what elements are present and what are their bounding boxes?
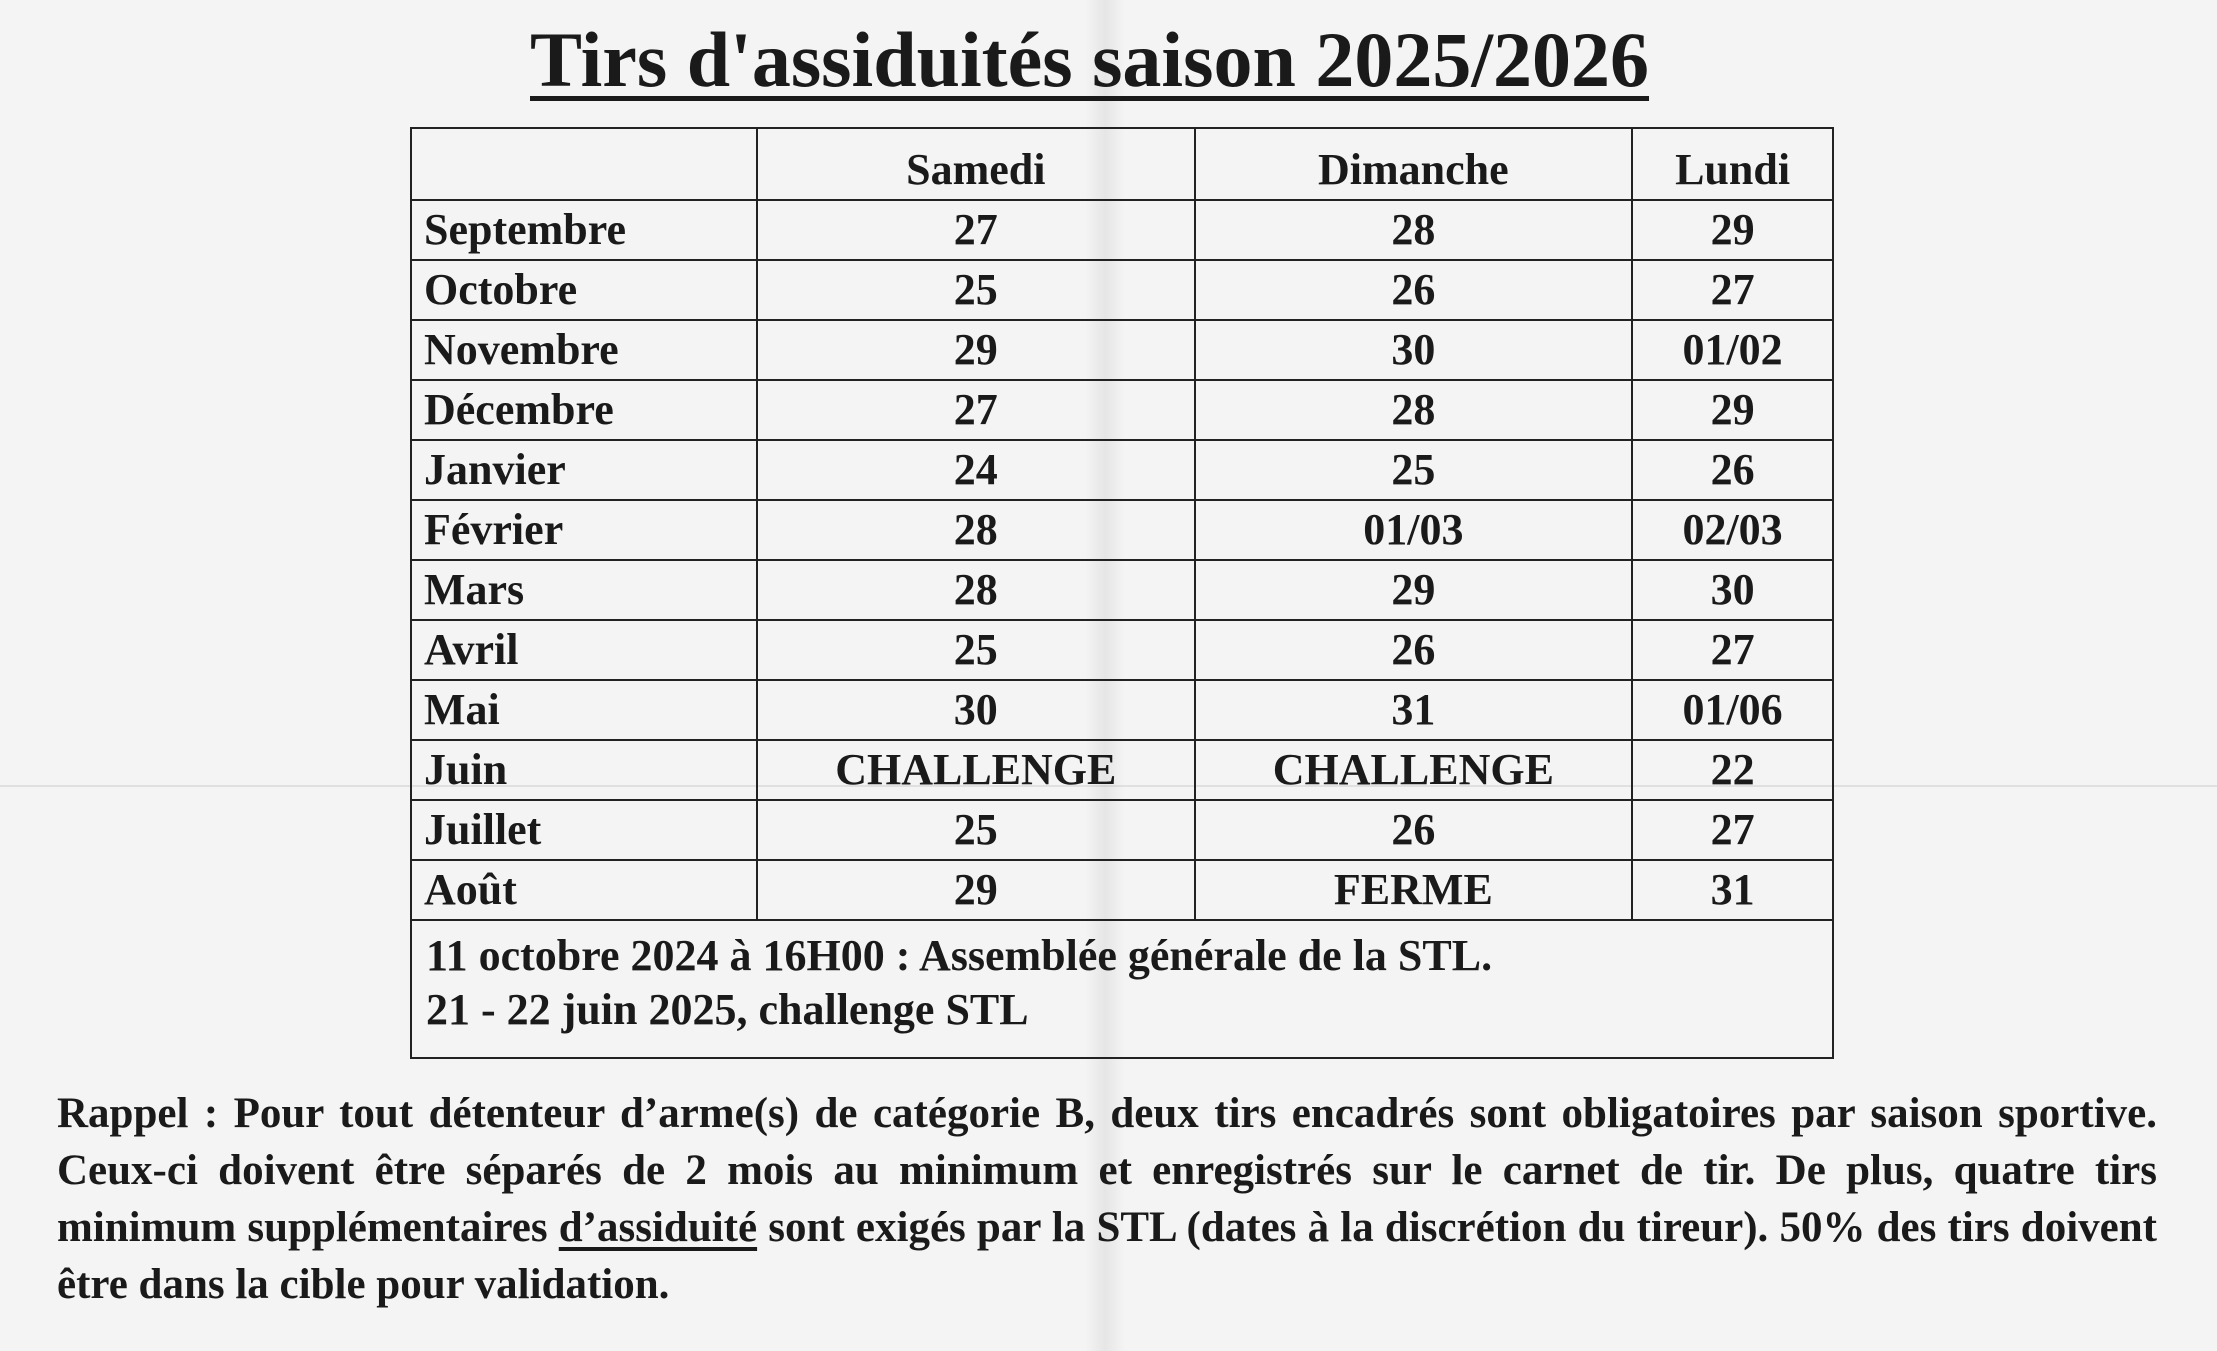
table-row: Août 29 FERME 31 xyxy=(410,859,1834,921)
cell-dimanche: 29 xyxy=(1193,559,1634,621)
cell-month: Juin xyxy=(410,739,758,801)
cell-samedi: CHALLENGE xyxy=(756,739,1196,801)
cell-samedi: 27 xyxy=(756,199,1196,261)
cell-lundi: 01/02 xyxy=(1631,319,1834,381)
cell-dimanche: 26 xyxy=(1193,799,1634,861)
cell-dimanche: FERME xyxy=(1193,859,1634,921)
cell-dimanche: 28 xyxy=(1193,379,1634,441)
cell-samedi: 29 xyxy=(756,319,1196,381)
cell-month: Octobre xyxy=(410,259,758,321)
cell-lundi: 30 xyxy=(1631,559,1834,621)
table-row: Avril 25 26 27 xyxy=(410,619,1834,681)
table-row: Juillet 25 26 27 xyxy=(410,799,1834,861)
table-row: Septembre 27 28 29 xyxy=(410,199,1834,261)
cell-samedi: 24 xyxy=(756,439,1196,501)
cell-month: Mai xyxy=(410,679,758,741)
cell-samedi: 27 xyxy=(756,379,1196,441)
table-row: Mai 30 31 01/06 xyxy=(410,679,1834,741)
cell-lundi: 01/06 xyxy=(1631,679,1834,741)
cell-lundi: 26 xyxy=(1631,439,1834,501)
cell-month: Juillet xyxy=(410,799,758,861)
note-challenge: 21 - 22 juin 2025, challenge STL xyxy=(426,985,1029,1034)
notes-cell: 11 octobre 2024 à 16H00 : Assemblée géné… xyxy=(410,919,1834,1059)
cell-lundi: 02/03 xyxy=(1631,499,1834,561)
cell-lundi: 29 xyxy=(1631,199,1834,261)
note-assemblee: 11 octobre 2024 à 16H00 : Assemblée géné… xyxy=(426,931,1493,980)
cell-samedi: 25 xyxy=(756,799,1196,861)
cell-lundi: 29 xyxy=(1631,379,1834,441)
cell-month: Août xyxy=(410,859,758,921)
header-dimanche: Dimanche xyxy=(1193,127,1634,201)
cell-samedi: 25 xyxy=(756,619,1196,681)
cell-dimanche: CHALLENGE xyxy=(1193,739,1634,801)
cell-lundi: 27 xyxy=(1631,799,1834,861)
cell-dimanche: 30 xyxy=(1193,319,1634,381)
rappel-text-end: sont exigés par la STL (dates à la discr… xyxy=(57,1204,2157,1308)
cell-dimanche: 26 xyxy=(1193,619,1634,681)
cell-dimanche: 26 xyxy=(1193,259,1634,321)
cell-samedi: 29 xyxy=(756,859,1196,921)
table-header-row: Samedi Dimanche Lundi xyxy=(410,127,1834,201)
rappel-text-start: Rappel : Pour tout détenteur d’arme(s) d… xyxy=(57,1090,2157,1251)
rappel-paragraph: Rappel : Pour tout détenteur d’arme(s) d… xyxy=(57,1085,2157,1313)
cell-month: Avril xyxy=(410,619,758,681)
table-row: Juin CHALLENGE CHALLENGE 22 xyxy=(410,739,1834,801)
header-samedi: Samedi xyxy=(756,127,1196,201)
cell-dimanche: 31 xyxy=(1193,679,1634,741)
cell-month: Septembre xyxy=(410,199,758,261)
table-row: Mars 28 29 30 xyxy=(410,559,1834,621)
cell-lundi: 22 xyxy=(1631,739,1834,801)
cell-month: Février xyxy=(410,499,758,561)
header-lundi: Lundi xyxy=(1631,127,1834,201)
table-row: Novembre 29 30 01/02 xyxy=(410,319,1834,381)
cell-samedi: 30 xyxy=(756,679,1196,741)
cell-samedi: 28 xyxy=(756,499,1196,561)
table-row: Février 28 01/03 02/03 xyxy=(410,499,1834,561)
rappel-underlined: d’assiduité xyxy=(558,1204,758,1251)
cell-month: Novembre xyxy=(410,319,758,381)
cell-month: Janvier xyxy=(410,439,758,501)
page-title: Tirs d'assiduités saison 2025/2026 xyxy=(530,16,1650,103)
notes-row: 11 octobre 2024 à 16H00 : Assemblée géné… xyxy=(410,919,1834,1059)
cell-samedi: 25 xyxy=(756,259,1196,321)
table-row: Janvier 24 25 26 xyxy=(410,439,1834,501)
header-month xyxy=(410,127,758,201)
cell-month: Mars xyxy=(410,559,758,621)
cell-dimanche: 28 xyxy=(1193,199,1634,261)
cell-lundi: 27 xyxy=(1631,259,1834,321)
cell-month: Décembre xyxy=(410,379,758,441)
table-row: Octobre 25 26 27 xyxy=(410,259,1834,321)
cell-dimanche: 25 xyxy=(1193,439,1634,501)
cell-samedi: 28 xyxy=(756,559,1196,621)
cell-lundi: 31 xyxy=(1631,859,1834,921)
cell-dimanche: 01/03 xyxy=(1193,499,1634,561)
schedule-table: Samedi Dimanche Lundi Septembre 27 28 29 Oct… xyxy=(410,127,1834,1059)
table-row: Décembre 27 28 29 xyxy=(410,379,1834,441)
cell-lundi: 27 xyxy=(1631,619,1834,681)
